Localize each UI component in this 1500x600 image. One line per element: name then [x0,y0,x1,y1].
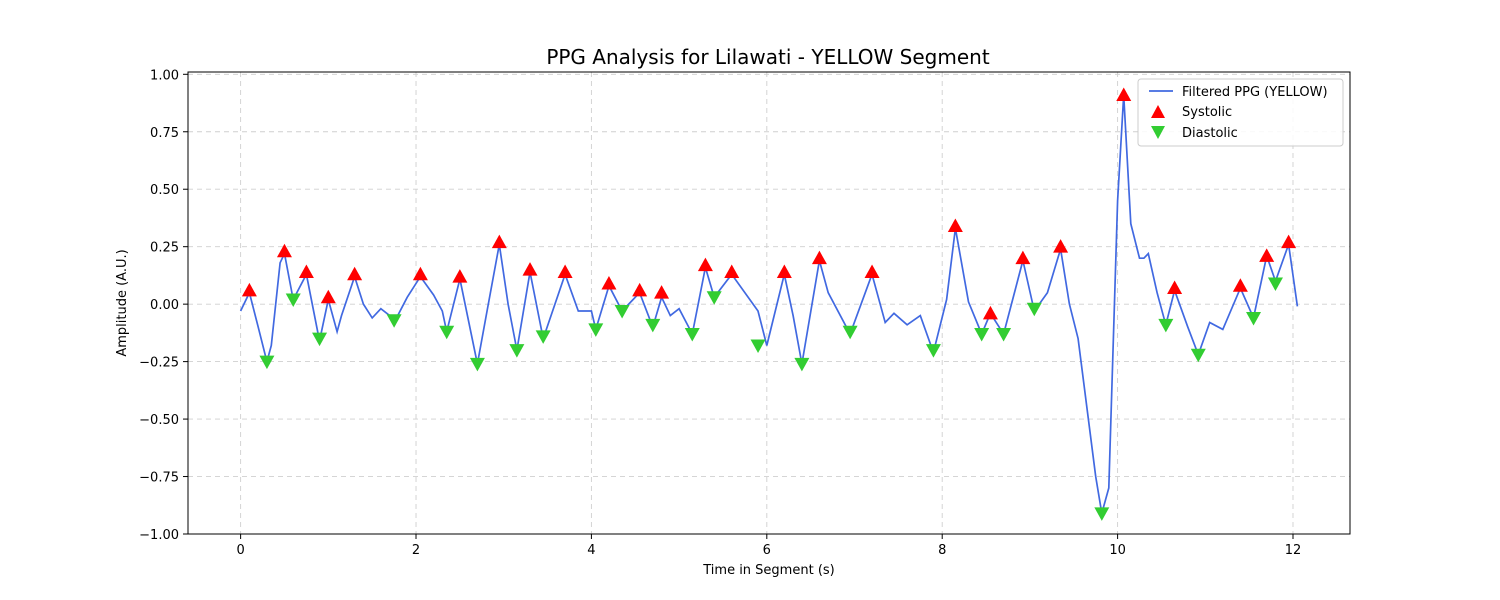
systolic-marker [864,264,880,278]
y-tick-label: 1.00 [150,68,179,83]
diastolic-marker [535,330,551,344]
y-tick-label: 0.25 [150,241,179,256]
systolic-marker [776,264,792,278]
ppg-series-line [239,94,1299,514]
diastolic-marker [706,291,722,305]
systolic-marker [298,264,314,278]
x-axis-label: Time in Segment (s) [702,563,834,578]
systolic-marker [557,264,573,278]
diastolic-marker [645,318,661,333]
y-tick-label: 0.75 [150,126,179,141]
diastolic-marker [1246,311,1262,326]
diastolic-marker [509,344,525,358]
systolic-marker [947,218,963,232]
legend-label-systolic: Systolic [1182,105,1232,120]
x-tick-label: 6 [763,543,771,558]
systolic-marker [1232,278,1248,292]
systolic-marker [811,250,827,265]
diastolic-marker [842,325,858,340]
legend-box [1137,78,1344,147]
diastolic-marker [750,339,766,354]
diastolic-marker [614,305,630,319]
diastolic-marker [1267,277,1283,291]
systolic-marker [601,275,617,290]
diastolic-marker [386,314,402,328]
systolic-markers [241,87,1297,320]
y-tick-label: −1.00 [139,528,179,543]
plot-area [239,87,1299,521]
systolic-marker [982,305,998,320]
diastolic-marker [312,332,328,347]
systolic-marker [724,264,740,278]
x-tick-label: 8 [938,543,946,558]
systolic-marker [522,262,538,276]
diastolic-marker [469,357,485,372]
systolic-marker [276,243,292,258]
x-tick-label: 10 [1109,543,1126,558]
systolic-marker [632,282,648,297]
systolic-marker [241,282,257,297]
systolic-marker [1015,250,1031,265]
diastolic-marker [588,323,604,337]
diastolic-marker [925,344,941,358]
diastolic-marker [974,328,990,342]
y-tick-label: 0.00 [150,298,179,313]
legend-diastolic-icon [1151,126,1165,139]
y-tick-label: 0.50 [150,183,179,198]
systolic-marker [347,266,363,281]
plot-frame [187,71,1351,535]
diastolic-marker [1190,348,1206,363]
diastolic-marker [996,328,1012,342]
diastolic-marker [1026,302,1042,317]
systolic-marker [1281,234,1297,249]
diastolic-marker [285,293,301,308]
y-tick-label: −0.75 [139,471,179,486]
diastolic-marker [794,357,810,372]
systolic-marker [654,285,670,299]
y-tick-label: −0.50 [139,413,179,428]
systolic-marker [412,266,428,281]
x-tick-label: 4 [587,543,595,558]
systolic-marker [1167,280,1183,295]
diastolic-marker [259,355,275,370]
systolic-marker [697,257,713,272]
systolic-marker [320,289,336,304]
chart-title: PPG Analysis for Lilawati - YELLOW Segme… [546,45,990,69]
legend-label-ppg: Filtered PPG (YELLOW) [1182,85,1328,100]
diastolic-marker [439,325,455,340]
systolic-marker [452,269,468,283]
legend: Filtered PPG (YELLOW) Systolic Diastolic [1137,78,1344,147]
legend-label-diastolic: Diastolic [1182,126,1238,141]
x-tick-label: 12 [1285,543,1302,558]
systolic-marker [491,234,507,249]
systolic-marker [1053,239,1069,253]
y-axis-label: Amplitude (A.U.) [115,249,130,356]
axes: 0 2 4 6 8 10 12 −1.00 −0.75 −0.50 −0.25 0.00 0.25 0.5… [139,68,1301,558]
diastolic-marker [684,328,700,342]
diastolic-markers [259,277,1283,521]
y-tick-label: −0.25 [139,356,179,371]
diastolic-marker [1094,507,1110,521]
systolic-marker [1116,87,1132,101]
legend-systolic-icon [1151,105,1165,118]
x-tick-label: 2 [412,543,420,558]
diastolic-marker [1158,318,1174,333]
x-tick-label: 0 [236,543,244,558]
systolic-marker [1259,248,1275,262]
